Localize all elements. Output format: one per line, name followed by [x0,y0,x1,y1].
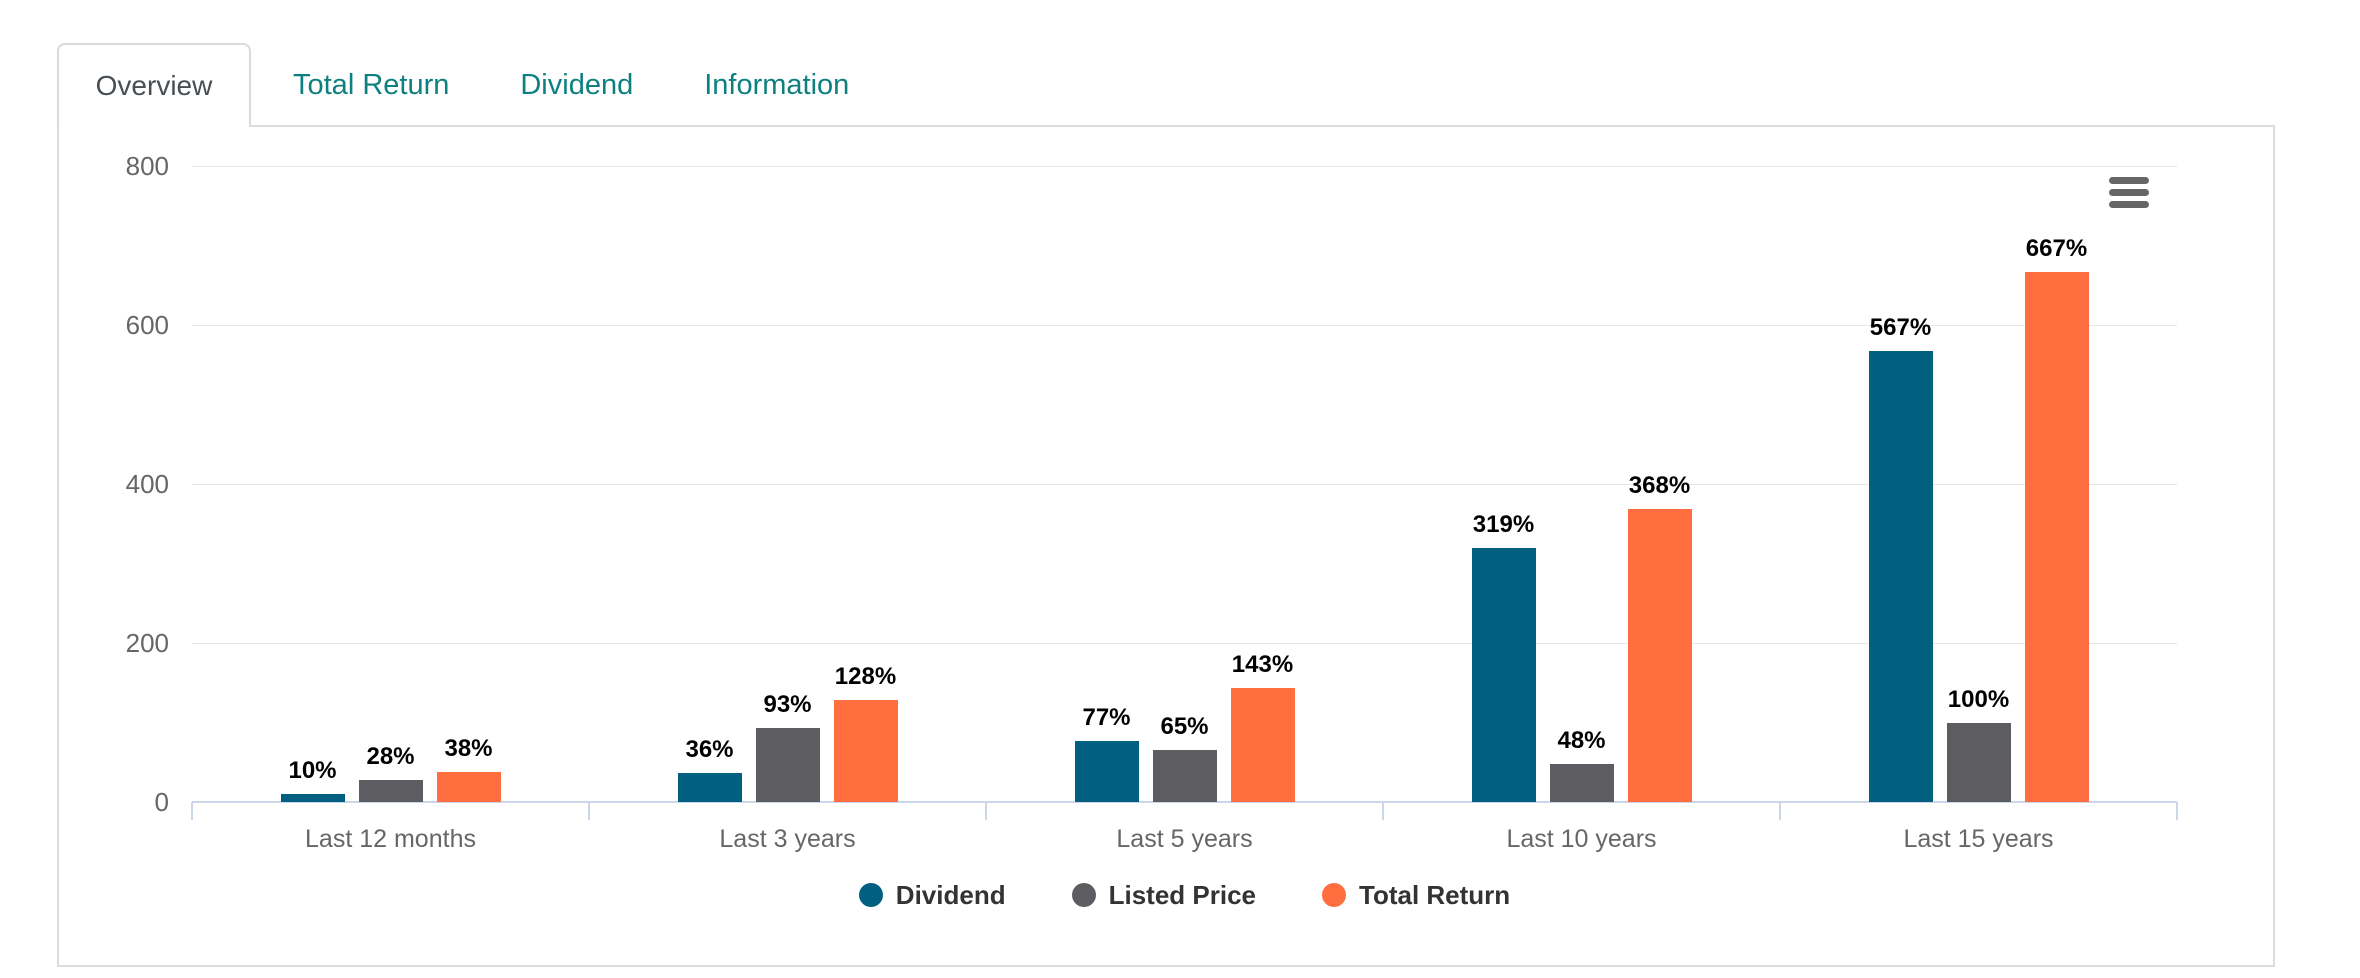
bar-dividend[interactable] [1074,740,1139,802]
tab-bar: Overview Total Return Dividend Information [57,43,849,127]
chart-card: 0 200 400 600 800 10% 28% 38% Last 12 months 36% 9… [57,125,2275,967]
bar-value-label: 368% [1628,472,1691,500]
bar-value-label: 77% [1082,703,1131,731]
tab-overview[interactable]: Overview [57,43,251,127]
x-axis-line [192,801,2177,803]
legend-item-total-return[interactable]: Total Return [1322,880,1510,911]
tab-information[interactable]: Information [704,43,849,127]
x-axis-tick [985,802,987,820]
bar-total-return[interactable] [1230,688,1295,802]
bar-listed-price[interactable] [1946,722,2011,802]
legend-marker-icon [1071,883,1096,907]
legend-marker-icon [1322,883,1346,907]
bar-value-label: 143% [1231,651,1294,679]
chart-context-menu-button[interactable] [2109,171,2157,213]
y-axis-tick-label: 200 [125,628,169,658]
bar-dividend[interactable] [1868,351,1933,802]
tab-label: Total Return [293,68,450,101]
x-axis-tick [588,802,590,820]
bar-value-label: 319% [1472,511,1535,539]
bar-dividend[interactable] [280,794,345,802]
gridline [192,325,2177,326]
hamburger-menu-icon [2109,188,2149,196]
bar-total-return[interactable] [1627,509,1692,802]
bar-value-label: 36% [685,736,734,764]
hamburger-menu-icon [2109,176,2149,184]
x-axis-category-label: Last 12 months [305,825,476,853]
bar-listed-price[interactable] [755,728,820,802]
x-axis-tick [1382,802,1384,820]
bar-value-label: 667% [2025,234,2088,262]
y-axis-tick-label: 400 [125,469,169,499]
legend-marker-icon [858,883,883,907]
bar-total-return[interactable] [2024,271,2089,802]
hamburger-menu-icon [2109,200,2149,208]
tab-total-return[interactable]: Total Return [293,43,449,127]
x-axis-tick [191,802,193,820]
bar-value-label: 93% [763,691,812,719]
bar-value-label: 10% [288,757,337,785]
bar-listed-price[interactable] [1152,750,1217,802]
legend-item-dividend[interactable]: Dividend [858,879,1006,911]
x-axis-category-label: Last 5 years [1116,825,1253,853]
tab-label: Information [704,68,850,101]
bar-total-return[interactable] [833,700,898,802]
bar-dividend[interactable] [677,773,742,802]
gridline [192,484,2177,485]
tab-label: Dividend [520,68,634,101]
gridline [192,166,2177,167]
y-axis-tick-label: 600 [125,310,169,340]
bar-value-label: 48% [1557,726,1606,754]
bar-listed-price[interactable] [358,779,423,802]
x-axis-tick [2176,802,2178,820]
chart-legend: Dividend Listed Price Total Return [192,875,2177,915]
legend-item-listed-price[interactable]: Listed Price [1071,879,1256,911]
bar-listed-price[interactable] [1549,763,1614,802]
bar-value-label: 28% [366,742,415,770]
bar-value-label: 128% [834,663,897,691]
bar-total-return[interactable] [436,771,501,802]
tab-dividend[interactable]: Dividend [520,43,633,127]
tab-label: Overview [95,70,213,101]
legend-label: Dividend [895,879,1006,910]
bar-value-label: 567% [1869,314,1932,342]
legend-label: Listed Price [1108,879,1256,910]
gridline [192,643,2177,644]
bar-value-label: 100% [1947,685,2010,713]
chart-root: 0 200 400 600 800 10% 28% 38% Last 12 months 36% 9… [59,127,2273,965]
y-axis-tick-label: 800 [125,151,169,181]
y-axis-tick-label: 0 [154,787,169,817]
x-axis-tick [1779,802,1781,820]
bar-value-label: 65% [1160,713,1209,741]
x-axis-category-label: Last 15 years [1903,825,2054,853]
bar-dividend[interactable] [1471,548,1536,802]
legend-label: Total Return [1359,879,1511,910]
x-axis-category-label: Last 10 years [1506,825,1657,853]
bar-value-label: 38% [444,734,493,762]
x-axis-category-label: Last 3 years [719,825,856,853]
